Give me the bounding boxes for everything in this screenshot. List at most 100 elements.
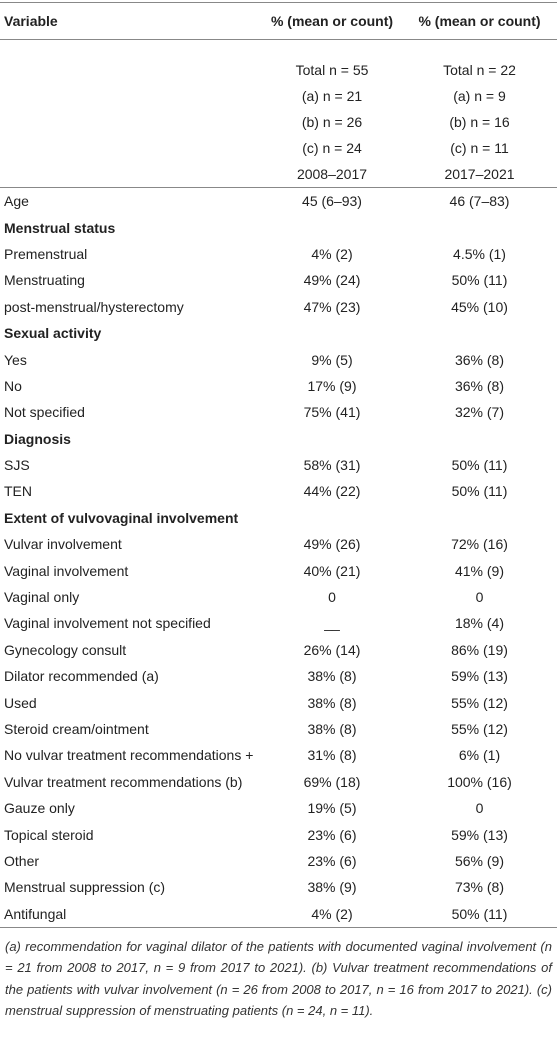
row-label: No vulvar treatment recommendations + xyxy=(4,747,254,764)
cell: 6% (1) xyxy=(458,747,501,764)
row-label: Vulvar treatment recommendations (b) xyxy=(4,773,243,790)
column-header: Variable xyxy=(0,2,262,40)
cell: 4.5% (1) xyxy=(453,245,506,262)
data-row: Not specified 75% (41) 32% (7) xyxy=(0,399,557,425)
cell: 23% (6) xyxy=(307,852,357,869)
cell: 9% (5) xyxy=(311,351,353,368)
section-row: Diagnosis xyxy=(0,426,557,452)
subheader-row: (c) n = 24 (c) n = 11 xyxy=(0,135,557,161)
cell: 75% (41) xyxy=(303,404,361,421)
data-row: Vulvar treatment recommendations (b) 69% … xyxy=(0,769,557,795)
data-row: Menstrual suppression (c) 38% (9) 73% (8) xyxy=(0,874,557,900)
data-row: TEN 44% (22) 50% (11) xyxy=(0,478,557,504)
cell: 0 xyxy=(328,589,336,606)
subheader-cell: (b) n = 16 xyxy=(449,114,510,130)
row-label: Vaginal only xyxy=(4,589,80,606)
cell: 0 xyxy=(475,800,484,817)
row-label: Premenstrual xyxy=(4,245,88,262)
results-table: Variable % (mean or count) % (mean or co… xyxy=(0,2,557,928)
cell: 59% (13) xyxy=(451,668,508,685)
cell: 36% (8) xyxy=(454,351,505,368)
section-label: Diagnosis xyxy=(4,430,71,447)
cell: 17% (9) xyxy=(307,377,357,394)
row-label: Other xyxy=(4,852,40,869)
data-row: SJS 58% (31) 50% (11) xyxy=(0,452,557,478)
cell: 58% (31) xyxy=(303,457,361,474)
cell xyxy=(0,135,262,161)
row-label: Age xyxy=(4,193,29,210)
section-label: Menstrual status xyxy=(4,219,116,236)
row-label: Antifungal xyxy=(0,900,262,928)
row-label: Vulvar involvement xyxy=(4,536,122,553)
cell: 49% (26) xyxy=(303,536,361,553)
data-row: No vulvar treatment recommendations + 31%… xyxy=(0,742,557,768)
data-row: Dilator recommended (a) 38% (8) 59% (13) xyxy=(0,663,557,689)
cell: 100% (16) xyxy=(447,773,512,790)
data-row: No 17% (9) 36% (8) xyxy=(0,373,557,399)
row-label: Vaginal involvement xyxy=(4,562,129,579)
cell: 40% (21) xyxy=(303,562,361,579)
section-label: Extent of vulvovaginal involvement xyxy=(4,509,239,526)
column-header: % (mean or count) xyxy=(402,2,557,40)
cell xyxy=(0,109,262,135)
cell: 72% (16) xyxy=(451,536,508,553)
data-row: Steroid cream/ointment 38% (8) 55% (12) xyxy=(0,716,557,742)
cell: 26% (14) xyxy=(303,641,361,658)
row-label: TEN xyxy=(4,483,32,500)
data-row: Topical steroid 23% (6) 59% (13) xyxy=(0,821,557,847)
row-label: Not specified xyxy=(4,404,85,421)
data-row: Vaginal involvement 40% (21) 41% (9) xyxy=(0,557,557,583)
cell: 55% (12) xyxy=(451,721,508,737)
cell: 32% (7) xyxy=(454,404,505,421)
footnote: (a) recommendation for vaginal dilator o… xyxy=(5,938,552,1019)
cell: 50% (11) xyxy=(451,483,508,500)
row-label: Used xyxy=(4,694,37,711)
data-row: Vaginal only 0 0 xyxy=(0,584,557,610)
subheader-cell: Total n = 55 xyxy=(295,62,369,78)
row-label: Gauze only xyxy=(4,800,75,817)
cell: 49% (24) xyxy=(303,272,361,289)
cell: 0 xyxy=(475,589,484,606)
cell: 41% (9) xyxy=(454,562,505,579)
cell: 50% (11) xyxy=(402,900,557,928)
row-label: Menstrual suppression (c) xyxy=(4,879,166,896)
cell xyxy=(0,40,262,84)
row-label: SJS xyxy=(4,457,30,474)
cell: 31% (8) xyxy=(307,747,357,764)
cell: 59% (13) xyxy=(451,826,508,843)
subheader-cell: (a) n = 9 xyxy=(453,88,506,104)
cell: __ xyxy=(324,615,340,632)
row-label: post-menstrual/hysterectomy xyxy=(4,298,184,315)
cell xyxy=(0,83,262,109)
data-row: Yes 9% (5) 36% (8) xyxy=(0,346,557,372)
section-label: Sexual activity xyxy=(4,325,102,342)
section-row: Sexual activity xyxy=(0,320,557,346)
cell: 56% (9) xyxy=(454,852,505,869)
data-row: Vulvar involvement 49% (26) 72% (16) xyxy=(0,531,557,557)
cell: 50% (11) xyxy=(451,272,508,289)
cell: 23% (6) xyxy=(307,826,357,843)
data-row: Antifungal 4% (2) 50% (11) xyxy=(0,900,557,928)
row-label: Steroid cream/ointment xyxy=(4,721,149,737)
cell: 4% (2) xyxy=(311,245,353,262)
cell: 69% (18) xyxy=(303,773,361,790)
subheader-cell: (c) n = 11 xyxy=(450,140,509,156)
data-row: Gauze only 19% (5) 0 xyxy=(0,795,557,821)
cell: 50% (11) xyxy=(451,457,508,474)
row-label: Menstruating xyxy=(4,272,85,289)
subheader-cell: Total n = 22 xyxy=(443,62,516,78)
section-row: Menstrual status xyxy=(0,214,557,240)
cell: 36% (8) xyxy=(454,377,505,394)
subheader-cell: (c) n = 24 xyxy=(302,140,362,156)
cell: 45 (6–93) xyxy=(302,193,362,210)
cell: 19% (5) xyxy=(307,800,357,817)
data-row: post-menstrual/hysterectomy 47% (23) 45% (… xyxy=(0,294,557,320)
subheader-cell: 2017–2021 xyxy=(402,161,557,188)
subheader-row: 2008–2017 2017–2021 xyxy=(0,161,557,188)
cell: 46 (7–83) xyxy=(449,193,510,210)
row-label: Gynecology consult xyxy=(4,641,127,658)
data-row: Menstruating 49% (24) 50% (11) xyxy=(0,267,557,293)
cell: 38% (8) xyxy=(307,721,357,737)
data-row: Gynecology consult 26% (14) 86% (19) xyxy=(0,637,557,663)
